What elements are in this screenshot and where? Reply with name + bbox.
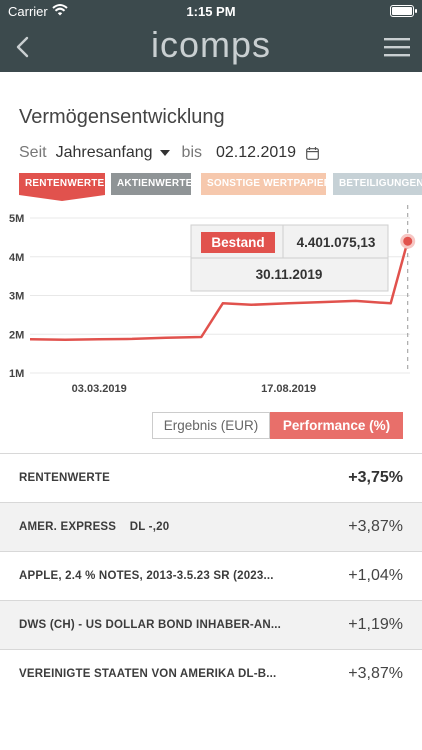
wealth-development-chart[interactable]: 5M 4M 3M 2M 1M 03.03.2019 17.08.2019 Bestand … (0, 205, 422, 400)
calendar-icon[interactable] (306, 146, 319, 160)
security-performance: +1,04% (348, 567, 403, 584)
security-name: VEREINIGTE STAATEN VON AMERIKA DL-B... (19, 668, 277, 680)
x-axis-labels: 03.03.2019 17.08.2019 (72, 383, 316, 395)
tooltip-label: Bestand (211, 235, 264, 250)
x-tick-label: 03.03.2019 (72, 383, 127, 395)
back-chevron-icon[interactable] (10, 32, 38, 62)
list-item[interactable]: VEREINIGTE STAATEN VON AMERIKA DL-B... +… (0, 649, 422, 698)
tab-sonstige-wertpapiere[interactable]: SONSTIGE WERTPAPIERE (201, 173, 338, 195)
period-filter: Seit Jahresanfang bis 02.12.2019 (19, 143, 319, 163)
dropdown-caret-icon[interactable] (159, 150, 170, 156)
y-tick-label: 3M (9, 291, 24, 303)
performance-percent-button[interactable]: Performance (%) (270, 412, 403, 439)
nav-bar: icomps (0, 22, 422, 72)
y-tick-label: 4M (9, 252, 24, 264)
performance-header-row[interactable]: RENTENWERTE +3,75% (0, 453, 422, 502)
period-dropdown[interactable]: Jahresanfang (55, 144, 153, 161)
until-label: bis (181, 144, 202, 161)
wifi-icon (52, 4, 68, 16)
tooltip-value: 4.401.075,13 (297, 235, 376, 250)
tab-aktienwerte[interactable]: AKTIENWERTE (111, 173, 192, 195)
status-bar: Carrier 1:15 PM (0, 0, 422, 22)
y-tick-label: 5M (9, 213, 24, 225)
list-item[interactable]: APPLE, 2.4 % NOTES, 2013-3.5.23 SR (2023… (0, 551, 422, 600)
security-performance: +1,19% (348, 616, 403, 633)
tooltip-data-point[interactable] (400, 233, 416, 249)
y-tick-label: 1M (9, 368, 24, 380)
clock: 1:15 PM (186, 4, 236, 19)
result-eur-button[interactable]: Ergebnis (EUR) (152, 412, 270, 439)
tooltip-label-badge (201, 232, 275, 253)
y-tick-label: 2M (9, 329, 24, 341)
y-axis-labels: 5M 4M 3M 2M 1M (9, 213, 24, 380)
chart-tooltip: Bestand 4.401.075,13 30.11.2019 (190, 224, 389, 292)
security-name: DWS (CH) - US DOLLAR BOND INHABER-AN... (19, 619, 282, 631)
tab-rentenwerte[interactable]: RENTENWERTE (19, 173, 105, 201)
result-performance-toggle: Ergebnis (EUR) Performance (%) (152, 412, 403, 439)
since-label: Seit (19, 144, 47, 161)
asset-class-performance: +3,75% (348, 469, 403, 486)
series-line-rentenwerte (29, 240, 409, 341)
asset-class-tabs: RENTENWERTE AKTIENWERTE SONSTIGE WERTPAP… (19, 173, 422, 203)
end-date[interactable]: 02.12.2019 (216, 144, 297, 161)
performance-list: RENTENWERTE +3,75% AMER. EXPRESS DL -,20… (0, 453, 422, 698)
asset-class-name: RENTENWERTE (19, 472, 111, 484)
carrier-label: Carrier (8, 4, 48, 19)
hamburger-menu-icon[interactable] (384, 36, 410, 58)
security-name: APPLE, 2.4 % NOTES, 2013-3.5.23 SR (2023… (19, 570, 274, 582)
tab-beteiligungen[interactable]: BETEILIGUNGEN / ... (333, 173, 422, 195)
list-item[interactable]: AMER. EXPRESS DL -,20 +3,87% (0, 502, 422, 551)
app-logo: icomps (150, 24, 272, 65)
security-performance: +3,87% (348, 665, 403, 682)
tooltip-date: 30.11.2019 (256, 267, 323, 282)
security-performance: +3,87% (348, 518, 403, 535)
battery-icon (390, 5, 417, 17)
x-tick-label: 17.08.2019 (261, 383, 316, 395)
list-item[interactable]: DWS (CH) - US DOLLAR BOND INHABER-AN... … (0, 600, 422, 649)
security-name: AMER. EXPRESS DL -,20 (19, 521, 170, 533)
section-title: Vermögensentwicklung (19, 106, 225, 128)
